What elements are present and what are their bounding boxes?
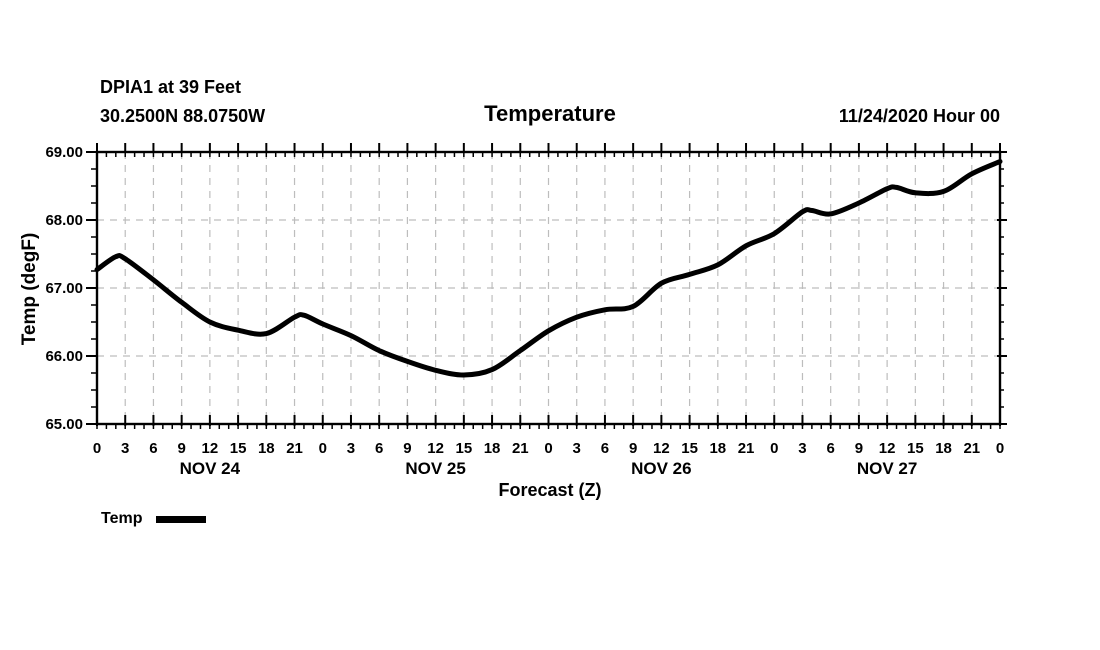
x-tick-label: 18 xyxy=(935,440,952,457)
day-label: NOV 26 xyxy=(631,459,691,478)
x-tick-label: 6 xyxy=(601,440,609,457)
day-label: NOV 27 xyxy=(857,459,917,478)
x-tick-label: 6 xyxy=(827,440,835,457)
x-tick-label: 18 xyxy=(709,440,726,457)
x-tick-label: 3 xyxy=(573,440,581,457)
station-name: DPIA1 at 39 Feet xyxy=(100,77,242,97)
x-tick-label: 9 xyxy=(855,440,863,457)
x-tick-label: 15 xyxy=(456,440,473,457)
x-tick-label: 15 xyxy=(907,440,924,457)
x-tick-label: 21 xyxy=(738,440,755,457)
day-label: NOV 25 xyxy=(405,459,465,478)
x-tick-label: 3 xyxy=(798,440,806,457)
forecast-run-time: 11/24/2020 Hour 00 xyxy=(838,106,1000,126)
x-tick-label: 12 xyxy=(427,440,444,457)
x-tick-label: 12 xyxy=(202,440,219,457)
x-tick-label: 6 xyxy=(149,440,157,457)
x-tick-label: 21 xyxy=(512,440,529,457)
legend-label-temp: Temp xyxy=(101,510,143,527)
x-axis-title: Forecast (Z) xyxy=(498,480,602,500)
temp-series-line xyxy=(94,159,1003,378)
legend: Temp xyxy=(101,509,207,529)
y-axis-title: Temp (degF) xyxy=(19,232,40,346)
legend-line-swatch xyxy=(156,515,207,523)
x-tick-label: 12 xyxy=(653,440,670,457)
x-tick-label: 9 xyxy=(177,440,185,457)
y-tick-label: 69.00 xyxy=(45,144,83,161)
y-tick-label: 68.00 xyxy=(45,212,83,229)
x-tick-label: 9 xyxy=(403,440,411,457)
x-tick-label: 3 xyxy=(347,440,355,457)
x-tick-label: 0 xyxy=(770,440,778,457)
x-tick-label: 21 xyxy=(963,440,980,457)
x-tick-label: 18 xyxy=(484,440,501,457)
station-coordinates: 30.2500N 88.0750W xyxy=(100,106,266,126)
x-tick-label: 0 xyxy=(544,440,552,457)
x-tick-label: 21 xyxy=(286,440,303,457)
x-tick-label: 3 xyxy=(121,440,129,457)
day-label: NOV 24 xyxy=(180,459,241,478)
x-tick-label: 0 xyxy=(319,440,327,457)
chart-title: Temperature xyxy=(484,101,616,126)
x-tick-label: 0 xyxy=(996,440,1004,457)
y-tick-label: 67.00 xyxy=(45,280,83,297)
x-tick-label: 12 xyxy=(879,440,896,457)
y-tick-label: 65.00 xyxy=(45,416,83,433)
y-tick-label: 66.00 xyxy=(45,348,83,365)
plot-frame xyxy=(95,150,1002,426)
x-tick-label: 9 xyxy=(629,440,637,457)
x-tick-label: 6 xyxy=(375,440,383,457)
x-tick-label: 18 xyxy=(258,440,275,457)
x-tick-label: 15 xyxy=(230,440,247,457)
x-tick-label: 15 xyxy=(681,440,698,457)
x-tick-label: 0 xyxy=(93,440,101,457)
